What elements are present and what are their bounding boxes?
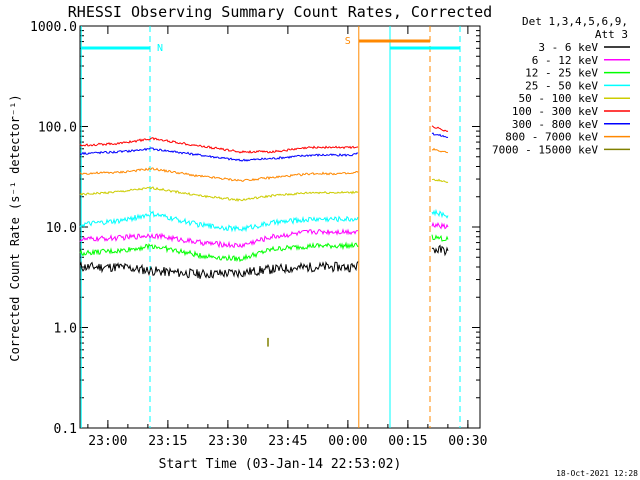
- legend-label: 7000 - 15000 keV: [492, 143, 598, 156]
- series-line: [431, 244, 449, 257]
- y-tick-label: 1.0: [54, 322, 77, 337]
- series-line: [79, 210, 359, 233]
- series-line: [79, 147, 359, 162]
- legend-label: 12 - 25 keV: [525, 67, 598, 80]
- series-line: [431, 234, 449, 242]
- series-line: [431, 132, 449, 139]
- legend-header: Det 1,3,4,5,6,9,: [522, 15, 628, 28]
- annotation-n: N: [157, 43, 163, 54]
- series-line: [431, 178, 449, 184]
- series-line: [79, 261, 359, 279]
- x-tick-label: 23:15: [148, 434, 187, 449]
- footer-date: 18-Oct-2021 12:28: [556, 469, 638, 478]
- y-tick-label: 100.0: [38, 121, 77, 136]
- series-line: [431, 125, 449, 132]
- x-axis-label: Start Time (03-Jan-14 22:53:02): [159, 457, 402, 472]
- series-line: [79, 186, 359, 202]
- y-tick-label: 10.0: [46, 221, 77, 236]
- plot-area: 0.1 1.0 10.0 100.0 1000.0 23:00 23:15 23:30 23:4…: [30, 20, 487, 449]
- x-tick-label: 00:30: [448, 434, 487, 449]
- series-line: [79, 167, 359, 182]
- x-tick-label: 23:00: [88, 434, 127, 449]
- legend-label: 100 - 300 keV: [512, 105, 598, 118]
- x-tick-label: 23:45: [268, 434, 307, 449]
- legend-label: 6 - 12 keV: [532, 54, 599, 67]
- chart-title: RHESSI Observing Summary Count Rates, Co…: [68, 3, 492, 21]
- y-tick-label: 0.1: [54, 422, 77, 437]
- series-line: [79, 228, 359, 249]
- y-tick-label: 1000.0: [30, 20, 77, 35]
- legend-label: 25 - 50 keV: [525, 79, 598, 92]
- legend-label: 800 - 7000 keV: [505, 131, 598, 144]
- y-axis-label: Corrected Count Rate (s⁻¹ detector⁻¹): [8, 94, 22, 361]
- annotation-s: S: [345, 36, 351, 47]
- series-line: [79, 241, 359, 263]
- legend-label: 300 - 800 keV: [512, 118, 598, 131]
- x-tick-label: 00:00: [328, 434, 367, 449]
- series-line: [431, 208, 449, 219]
- series-line: [431, 221, 449, 230]
- series-line: [431, 147, 449, 154]
- x-tick-label: 23:30: [208, 434, 247, 449]
- series-line: [79, 137, 359, 154]
- legend-header: Att 3: [595, 28, 628, 41]
- x-tick-label: 00:15: [388, 434, 427, 449]
- legend-label: 3 - 6 keV: [538, 41, 598, 54]
- legend-label: 50 - 100 keV: [519, 92, 599, 105]
